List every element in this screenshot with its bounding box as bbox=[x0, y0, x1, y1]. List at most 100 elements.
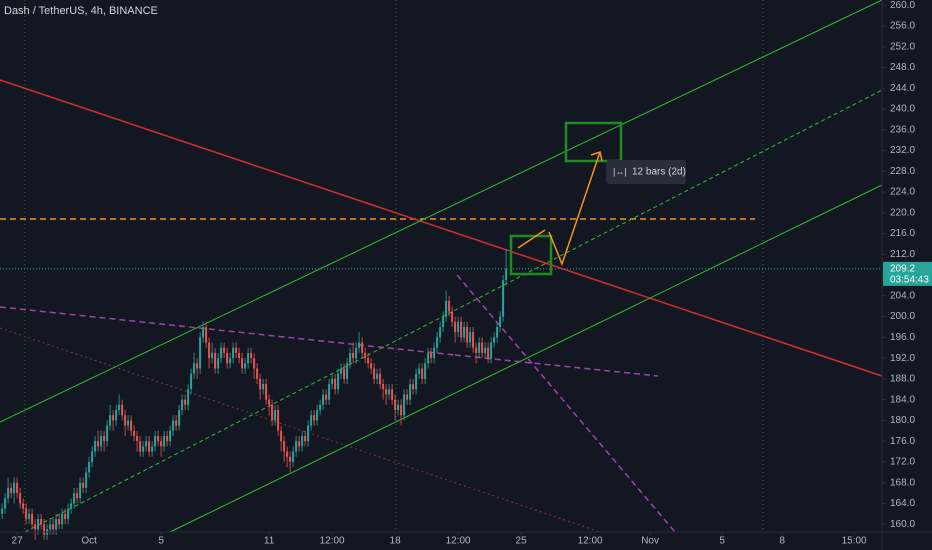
candle-body bbox=[151, 446, 154, 452]
candle-body bbox=[169, 430, 172, 442]
candle-body bbox=[211, 352, 214, 359]
candle-body bbox=[472, 332, 475, 348]
candle-body bbox=[274, 410, 277, 421]
candle-body bbox=[346, 363, 349, 379]
candle-body bbox=[133, 430, 136, 436]
candle-body bbox=[10, 487, 13, 494]
candle-body bbox=[313, 415, 316, 421]
candle-body bbox=[94, 441, 97, 452]
candle-body bbox=[31, 513, 34, 525]
y-tick-label: 248.0 bbox=[890, 62, 915, 73]
candle-body bbox=[85, 472, 88, 488]
candle-body bbox=[247, 352, 250, 364]
candle-body bbox=[400, 404, 403, 416]
y-tick-label: 164.0 bbox=[890, 498, 915, 509]
trend-line bbox=[456, 274, 676, 533]
x-tick-label: 5 bbox=[158, 536, 164, 547]
candles bbox=[0, 249, 882, 540]
candle-body bbox=[109, 415, 112, 426]
candle-body bbox=[76, 493, 79, 499]
y-tick-label: 180.0 bbox=[890, 415, 915, 426]
candle-body bbox=[202, 326, 205, 338]
candle-body bbox=[106, 425, 109, 442]
candle-body bbox=[475, 347, 478, 353]
x-tick-label: 11 bbox=[264, 536, 275, 547]
projection-arrow bbox=[517, 229, 546, 249]
candle-body bbox=[262, 384, 265, 390]
candle-body bbox=[358, 342, 361, 348]
candle-body bbox=[22, 503, 25, 509]
candle-body bbox=[412, 384, 415, 390]
candle-body bbox=[325, 394, 328, 400]
candle-body bbox=[205, 326, 208, 343]
candle-body bbox=[61, 513, 64, 525]
candle-body bbox=[220, 347, 223, 359]
trend-line bbox=[0, 327, 601, 533]
candle-body bbox=[439, 326, 442, 338]
candle-body bbox=[382, 384, 385, 390]
trend-line bbox=[454, 354, 659, 377]
candle-body bbox=[271, 404, 274, 421]
countdown-label: 03:54:43 bbox=[890, 274, 929, 285]
y-tick-label: 240.0 bbox=[890, 104, 915, 115]
candle-body bbox=[496, 326, 499, 338]
candle-body bbox=[361, 342, 364, 353]
candle-body bbox=[355, 347, 358, 359]
candle-body bbox=[424, 363, 427, 379]
candle-body bbox=[343, 368, 346, 379]
candle-body bbox=[349, 352, 352, 364]
candle-body bbox=[286, 451, 289, 457]
candle-body bbox=[397, 404, 400, 411]
channel-line bbox=[0, 0, 883, 423]
candle-body bbox=[190, 373, 193, 390]
candle-body bbox=[301, 435, 304, 447]
candle-body bbox=[379, 373, 382, 385]
candle-body bbox=[217, 358, 220, 369]
candle-body bbox=[145, 441, 148, 447]
y-tick-label: 184.0 bbox=[890, 394, 915, 405]
candle-body bbox=[127, 420, 130, 426]
x-tick-label: 5 bbox=[719, 536, 725, 547]
candle-body bbox=[208, 342, 211, 359]
candle-body bbox=[340, 368, 343, 374]
x-tick-label: Nov bbox=[641, 536, 659, 547]
trend-line bbox=[0, 306, 456, 356]
candle-body bbox=[244, 363, 247, 369]
candle-body bbox=[100, 435, 103, 447]
candle-body bbox=[442, 316, 445, 327]
last-price-label: 209.2 bbox=[890, 263, 915, 274]
candle-body bbox=[103, 435, 106, 442]
candle-body bbox=[58, 519, 61, 525]
candle-body bbox=[214, 352, 217, 369]
projection-arrow bbox=[548, 151, 601, 267]
axes: 160.0 164.0 168.0 172.0 176.0 180.0 184.0 188.0… bbox=[12, 0, 932, 547]
candle-body bbox=[118, 404, 121, 411]
candle-body bbox=[292, 451, 295, 462]
candle-body bbox=[418, 368, 421, 374]
overlay: |↔| 12 bars (2d) bbox=[509, 121, 686, 276]
candle-body bbox=[193, 363, 196, 374]
x-tick-label: 27 bbox=[12, 536, 24, 547]
candle-body bbox=[430, 352, 433, 359]
candle-body bbox=[277, 410, 280, 431]
candle-body bbox=[445, 301, 448, 317]
y-tick-label: 224.0 bbox=[890, 187, 915, 198]
candle-body bbox=[250, 352, 253, 359]
candle-body bbox=[52, 524, 55, 530]
candle-body bbox=[70, 503, 73, 509]
candle-body bbox=[199, 337, 202, 369]
candle-body bbox=[334, 378, 337, 390]
candle-body bbox=[490, 342, 493, 359]
candle-body bbox=[304, 435, 307, 442]
y-tick-label: 160.0 bbox=[890, 519, 915, 530]
candle-body bbox=[331, 378, 334, 385]
y-tick-label: 232.0 bbox=[890, 145, 915, 156]
candle-body bbox=[97, 441, 100, 447]
candle-body bbox=[175, 420, 178, 426]
candle-body bbox=[280, 430, 283, 442]
candle-body bbox=[112, 415, 115, 421]
y-tick-label: 172.0 bbox=[890, 457, 915, 468]
y-tick-label: 256.0 bbox=[890, 21, 915, 32]
candle-body bbox=[16, 482, 19, 494]
